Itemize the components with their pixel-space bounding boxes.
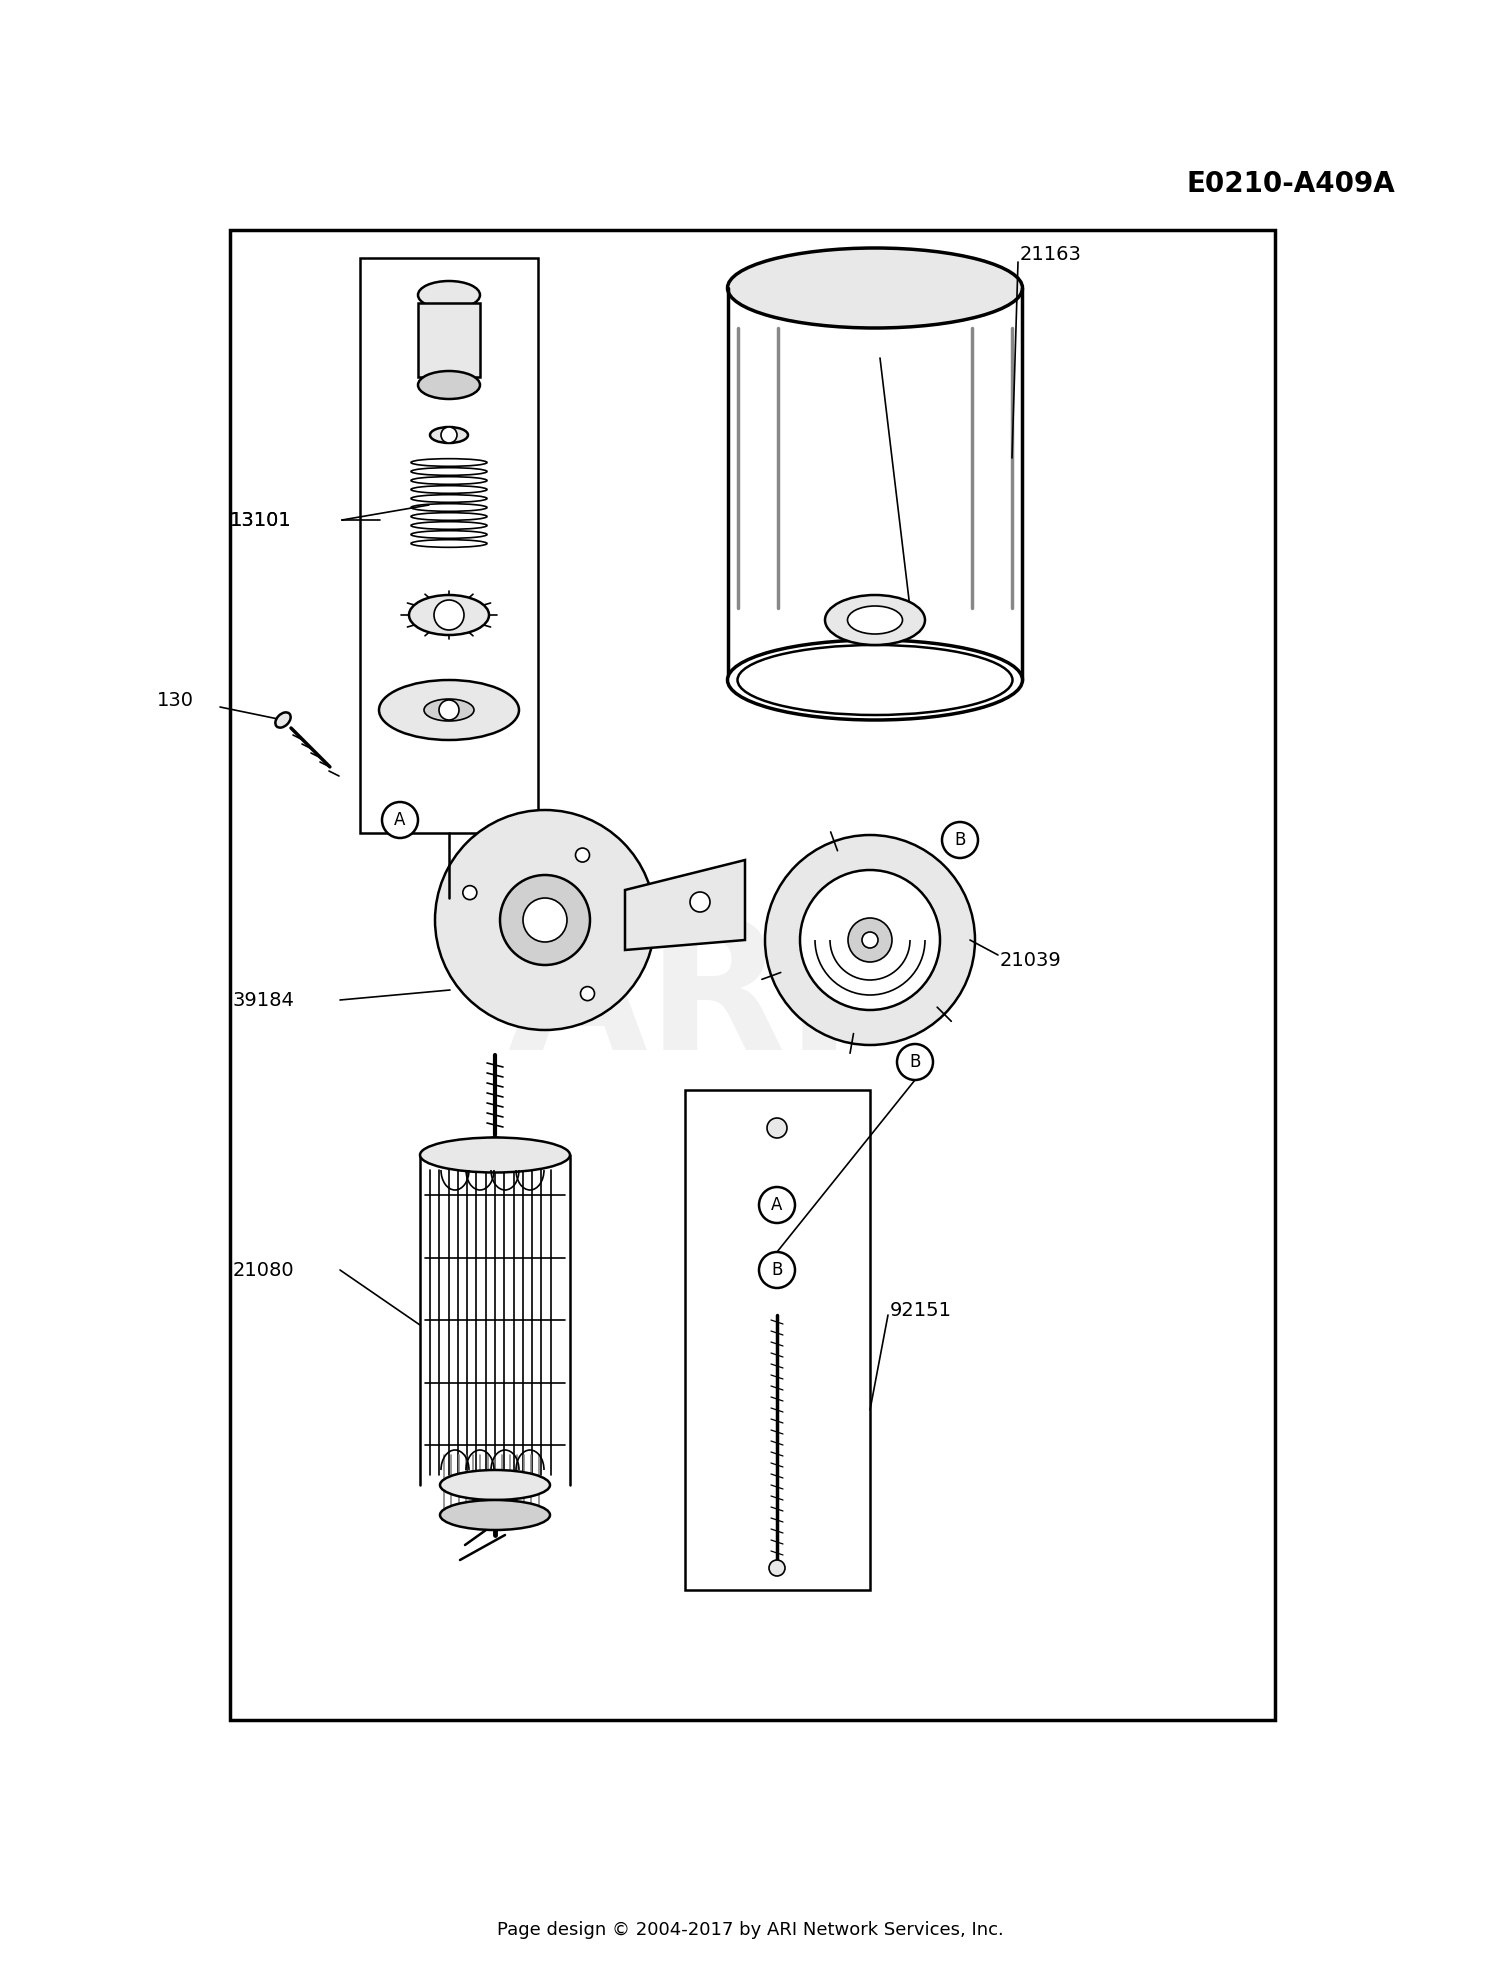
Circle shape xyxy=(500,875,590,965)
Circle shape xyxy=(440,700,459,720)
Ellipse shape xyxy=(728,247,1023,328)
Circle shape xyxy=(800,869,940,1010)
Ellipse shape xyxy=(419,281,480,308)
Circle shape xyxy=(433,600,464,630)
Ellipse shape xyxy=(276,712,291,728)
Circle shape xyxy=(759,1187,795,1222)
Circle shape xyxy=(759,1252,795,1287)
Circle shape xyxy=(580,987,594,1001)
Ellipse shape xyxy=(440,1470,550,1501)
Text: 21039: 21039 xyxy=(1000,950,1062,969)
Circle shape xyxy=(847,918,892,961)
Ellipse shape xyxy=(424,698,474,720)
Circle shape xyxy=(862,932,877,948)
Text: 13101: 13101 xyxy=(230,510,291,530)
Text: B: B xyxy=(909,1054,921,1071)
Circle shape xyxy=(765,836,975,1046)
Circle shape xyxy=(766,1118,788,1138)
Ellipse shape xyxy=(728,640,1023,720)
Text: B: B xyxy=(771,1262,783,1279)
Text: 21080: 21080 xyxy=(232,1260,294,1279)
Text: A: A xyxy=(394,810,405,830)
Text: E0210-A409A: E0210-A409A xyxy=(1186,171,1395,198)
Ellipse shape xyxy=(847,606,903,634)
Bar xyxy=(686,1091,870,1589)
Circle shape xyxy=(897,1044,933,1079)
Text: 130: 130 xyxy=(158,691,194,710)
Ellipse shape xyxy=(825,594,926,645)
Ellipse shape xyxy=(484,1138,506,1150)
Polygon shape xyxy=(626,859,746,950)
Text: 13101: 13101 xyxy=(230,510,291,530)
Ellipse shape xyxy=(420,1138,570,1173)
Ellipse shape xyxy=(380,681,519,740)
Circle shape xyxy=(770,1560,784,1575)
Text: 21163: 21163 xyxy=(1020,245,1082,265)
Circle shape xyxy=(576,848,590,861)
Circle shape xyxy=(524,899,567,942)
Text: A: A xyxy=(771,1197,783,1214)
Ellipse shape xyxy=(419,371,480,398)
Text: 39184: 39184 xyxy=(232,991,296,1010)
Bar xyxy=(360,257,538,834)
Text: 92151: 92151 xyxy=(890,1301,952,1320)
Text: B: B xyxy=(954,832,966,850)
Bar xyxy=(419,302,480,377)
Circle shape xyxy=(690,893,709,912)
Ellipse shape xyxy=(430,428,468,443)
Text: Page design © 2004-2017 by ARI Network Services, Inc.: Page design © 2004-2017 by ARI Network S… xyxy=(496,1921,1004,1938)
Bar xyxy=(230,230,1275,1721)
Circle shape xyxy=(435,810,656,1030)
Text: ARI: ARI xyxy=(507,912,854,1089)
Ellipse shape xyxy=(738,645,1012,714)
Circle shape xyxy=(382,802,418,838)
Ellipse shape xyxy=(440,1501,550,1530)
Circle shape xyxy=(464,885,477,901)
Circle shape xyxy=(441,428,458,443)
Circle shape xyxy=(942,822,978,857)
Ellipse shape xyxy=(410,594,489,636)
